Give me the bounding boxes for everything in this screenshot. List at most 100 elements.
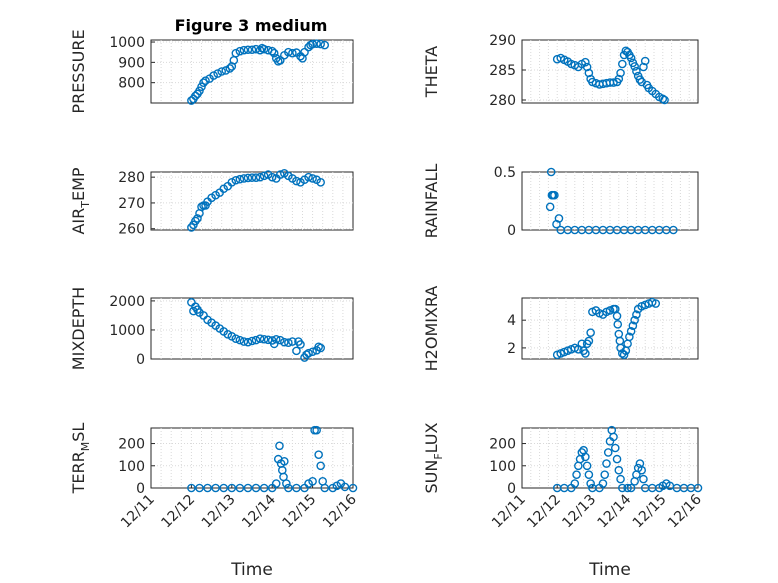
y-axis-label: SUNFLUX [422,422,445,493]
data-point [584,470,594,479]
y-tick-label: 270 [118,196,145,212]
data-point [618,483,627,493]
data-point [195,483,204,493]
y-axis-label: H2OMIXRA [422,286,441,372]
data-point [243,45,253,55]
data-point [275,170,285,179]
data-point [235,174,245,184]
data-point [251,483,261,493]
data-point [616,474,625,484]
data-point [221,66,231,75]
data-point [275,56,285,65]
data-point [255,45,265,55]
data-point [211,483,220,493]
data-point [584,336,594,346]
data-point [217,67,226,76]
data-point [348,483,358,493]
data-point [189,306,198,316]
data-point [191,91,200,101]
y-tick-label: 290 [489,33,516,49]
x-tick-label: 12/13 [559,492,599,532]
plot-frame [521,171,699,231]
data-point [247,173,257,182]
panel-rainfall: 0 0.5 RAINFALL [422,164,699,239]
y-tick-label: 0.5 [494,165,516,181]
y-tick-label: 285 [489,63,516,79]
x-tick-label: 12/14 [595,491,635,531]
y-tick-label: 2000 [109,294,145,310]
panel-terr_msl: 0 100 200 12/11 12/12 12/13 12/14 12/15 12/16 Tim… [69,423,360,580]
data-point [296,340,305,349]
y-axis-label-main: THETA [422,46,441,98]
data-point [308,174,317,183]
data-point [619,350,629,360]
y-axis-label-main: PRESSURE [69,29,88,113]
data-point [613,320,623,329]
y-axis-label: TERRMSL [69,423,92,495]
data-point [259,44,269,54]
data-point [554,214,564,223]
x-axis-label: Time [230,560,273,580]
data-point [292,346,301,356]
panel-mixdepth: 0 1000 2000 MIXDEPTH [69,287,354,370]
data-point [269,48,279,58]
data-point [197,202,206,212]
figure-title: Figure 3 medium [175,16,328,35]
data-point [259,334,269,344]
data-point [314,450,323,459]
data-point [201,76,210,85]
data-point [267,172,277,182]
data-point [630,62,639,71]
data-point [658,94,668,104]
data-point [275,441,284,451]
data-point [231,175,241,185]
data-point [243,483,253,493]
x-axis-label: Time [588,560,631,580]
data-point [255,172,265,182]
y-tick-label: 200 [118,437,145,453]
data-point [243,337,253,347]
x-tick-label: 12/12 [524,492,564,532]
data-point [660,95,669,105]
data-point [263,335,273,345]
y-tick-label: 280 [489,93,516,109]
x-tick-label: 12/11 [118,492,158,532]
data-point [282,479,291,488]
y-axis-label-tail: EMP [69,167,88,201]
data-point [209,71,218,80]
data-point [626,483,636,493]
data-point [616,68,625,78]
y-axis-label-main: AIR [69,208,88,235]
y-axis-label: AIRTEMP [69,167,92,234]
data-point [639,474,648,484]
data-point [251,335,261,345]
data-point [288,337,297,346]
data-point [223,330,233,339]
y-axis-label: RAINFALL [422,164,441,239]
data-point [614,74,624,84]
data-point [584,68,594,78]
data-point [635,75,645,84]
data-point [550,190,559,200]
y-axis-label-main: TERR [69,451,88,494]
x-tick-label: 12/14 [239,491,279,531]
data-point [598,479,608,488]
data-point [235,46,245,56]
x-tick-label: 12/13 [199,492,239,532]
data-point [239,45,249,55]
data-point [191,216,200,226]
data-point [316,178,325,187]
y-tick-label: 0 [507,481,516,497]
y-axis-label-main: RAINFALL [422,164,441,239]
y-tick-label: 0 [136,481,145,497]
data-point [292,176,301,186]
data-point [581,452,590,462]
data-point [284,483,293,493]
y-tick-label: 100 [118,459,145,475]
data-point [227,178,237,187]
data-point [316,343,325,353]
data-point [626,326,636,336]
data-point [546,167,556,177]
data-point [235,335,245,345]
data-point [603,448,613,457]
